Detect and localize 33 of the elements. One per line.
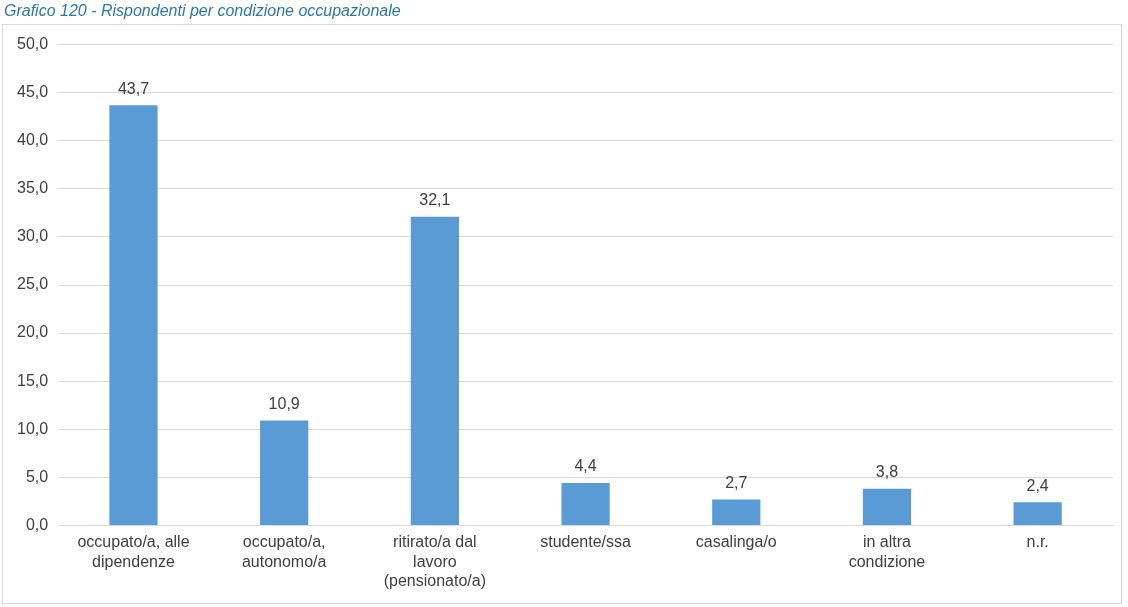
x-tick-label: n.r. [1026, 533, 1049, 551]
x-tick-label: in altra condizione [848, 533, 926, 570]
bar [561, 483, 610, 525]
y-tick-label: 50,0 [17, 35, 49, 53]
y-tick-label: 45,0 [17, 83, 49, 101]
y-tick-label: 15,0 [17, 371, 49, 389]
x-tick-label: occupato/a, autonomo/a [241, 533, 327, 570]
data-label: 4,4 [574, 457, 597, 475]
y-tick-label: 0,0 [25, 515, 49, 533]
bar [109, 105, 158, 525]
data-label: 10,9 [268, 394, 300, 412]
y-tick-label: 35,0 [17, 179, 49, 197]
x-tick-label: casalinga/o [695, 533, 777, 551]
y-tick-label: 20,0 [17, 323, 49, 341]
data-label: 3,8 [875, 463, 899, 481]
chart-title: Grafico 120 - Rispondenti per condizione occupazionale [3, 1, 402, 21]
bar [862, 488, 912, 525]
data-label: 32,1 [419, 191, 451, 209]
y-tick-label: 10,0 [17, 419, 49, 437]
y-tick-label: 40,0 [17, 131, 49, 149]
x-tick-label: ritirato/a dal lavoro (pensionato/a) [383, 533, 487, 589]
x-tick-label: studente/ssa [540, 533, 632, 551]
y-tick-label: 25,0 [17, 275, 49, 293]
bar [410, 216, 459, 525]
data-label: 2,7 [725, 473, 748, 491]
y-tick-label: 5,0 [25, 467, 49, 485]
bar [260, 420, 309, 525]
bar [712, 499, 761, 525]
bar [1013, 502, 1062, 525]
x-tick-label: occupato/a, alle dipendenze [77, 533, 190, 570]
y-tick-label: 30,0 [17, 227, 49, 245]
data-label: 2,4 [1026, 476, 1049, 494]
data-label: 43,7 [117, 79, 150, 97]
